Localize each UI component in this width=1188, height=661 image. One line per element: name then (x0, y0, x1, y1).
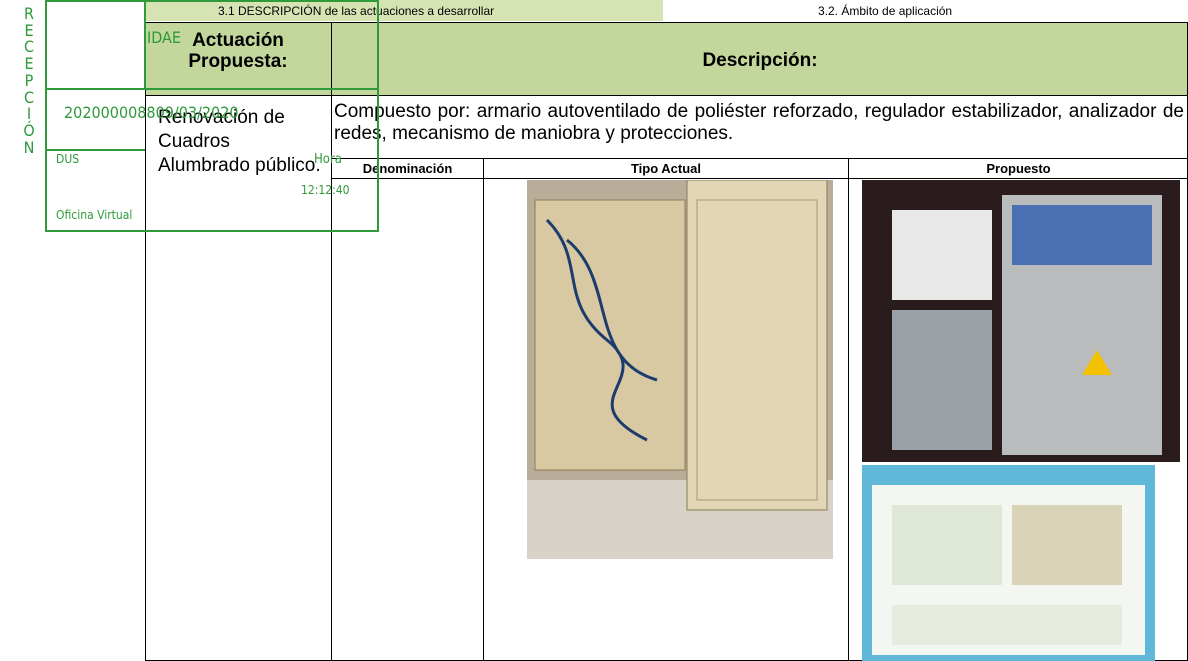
sub-header: Propuesto (986, 161, 1051, 176)
stamp-entity: IDAE (147, 28, 181, 47)
header-cell: Actuación Propuesta: (188, 30, 288, 72)
action-text: Renovación de Cuadros Alumbrado público. (158, 107, 321, 176)
table-header (146, 23, 1187, 96)
description-text: Compuesto por: armario autoventilado de … (334, 101, 1184, 144)
photo-current (527, 180, 833, 559)
column-rule (483, 158, 484, 661)
screenshot-software (862, 465, 1155, 661)
section-title: 3.2. Ámbito de aplicación (818, 4, 953, 18)
stamp-time-label: Hora (314, 152, 342, 167)
registration-stamp (45, 0, 379, 232)
column-rule (848, 158, 849, 661)
photo-proposed (862, 180, 1180, 462)
stamp-number: 202000008809/03/2020 (64, 103, 239, 122)
sub-header: Tipo Actual (630, 161, 702, 176)
section-bar (145, 0, 663, 21)
header-cell: Descripción: (702, 50, 818, 71)
section-title: 3.1 DESCRIPCIÓN de las actuaciones a des… (218, 4, 495, 18)
stamp-time: 12:12:40 (301, 183, 350, 197)
stamp-office-code: DUS (56, 152, 80, 166)
stamp-office: Oficina Virtual (56, 208, 133, 222)
sub-header: Denominación (362, 161, 453, 176)
stamp-vertical: RECEPCIÓN (23, 4, 35, 157)
row-rule (332, 178, 1188, 179)
